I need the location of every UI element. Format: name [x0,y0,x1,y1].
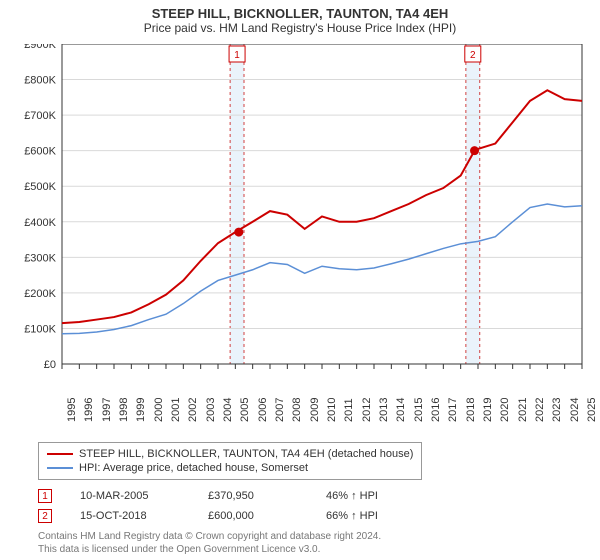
x-tick-label: 2010 [326,398,338,422]
line-chart: £0 £100K £200K £300K £400K £500K £600K £700K £80… [10,44,590,384]
x-tick-label: 2007 [274,398,286,422]
chart-subtitle: Price paid vs. HM Land Registry's House … [0,21,600,39]
x-tick-label: 2022 [534,398,546,422]
svg-text:2: 2 [470,50,476,61]
x-tick-label: 2021 [517,398,529,422]
svg-text:£100K: £100K [24,323,56,335]
legend-label: STEEP HILL, BICKNOLLER, TAUNTON, TA4 4EH… [79,448,413,460]
svg-text:£500K: £500K [24,181,56,193]
sale-delta: 66% ↑ HPI [326,510,378,522]
sales-table: 1 10-MAR-2005 £370,950 46% ↑ HPI 2 15-OCT-201… [38,486,378,526]
x-tick-label: 2018 [465,398,477,422]
x-tick-label: 2004 [222,398,234,422]
x-tick-label: 2014 [395,398,407,422]
x-tick-label: 1997 [101,398,113,422]
sale-row: 1 10-MAR-2005 £370,950 46% ↑ HPI [38,486,378,506]
chart-title: STEEP HILL, BICKNOLLER, TAUNTON, TA4 4EH [0,0,600,21]
legend-row: HPI: Average price, detached house, Some… [47,461,413,475]
x-tick-label: 1996 [83,398,95,422]
svg-text:£600K: £600K [24,146,56,158]
x-tick-label: 2011 [343,398,355,422]
x-tick-label: 2000 [153,398,165,422]
sale-price: £600,000 [208,510,298,522]
x-tick-label: 2008 [291,398,303,422]
x-tick-label: 1999 [135,398,147,422]
legend-label: HPI: Average price, detached house, Some… [79,462,308,474]
x-tick-label: 2016 [430,398,442,422]
svg-text:£200K: £200K [24,288,56,300]
sale-price: £370,950 [208,490,298,502]
svg-text:1: 1 [234,50,240,61]
x-tick-label: 2005 [239,398,251,422]
svg-text:£900K: £900K [24,44,56,51]
sale-delta: 46% ↑ HPI [326,490,378,502]
svg-text:£300K: £300K [24,252,56,264]
x-tick-label: 2001 [170,398,182,422]
legend-row: STEEP HILL, BICKNOLLER, TAUNTON, TA4 4EH… [47,447,413,461]
x-tick-label: 2023 [551,398,563,422]
x-tick-label: 2015 [413,398,425,422]
sale-date: 10-MAR-2005 [80,490,180,502]
x-axis-labels: 1995 1996 1997 1998 1999 2000 2001 2002 2003 2004… [10,386,590,446]
svg-text:£0: £0 [44,359,56,371]
x-tick-label: 2006 [257,398,269,422]
footer-line: This data is licensed under the Open Gov… [38,543,381,556]
x-tick-label: 2020 [499,398,511,422]
x-tick-label: 2025 [586,398,598,422]
x-tick-label: 2012 [361,398,373,422]
x-tick-label: 2009 [309,398,321,422]
sale-row: 2 15-OCT-2018 £600,000 66% ↑ HPI [38,506,378,526]
x-tick-label: 2017 [447,398,459,422]
chart-container: STEEP HILL, BICKNOLLER, TAUNTON, TA4 4EH… [0,0,600,560]
legend: STEEP HILL, BICKNOLLER, TAUNTON, TA4 4EH… [38,442,422,480]
x-tick-label: 2003 [205,398,217,422]
x-tick-label: 2019 [482,398,494,422]
sale-marker-icon: 1 [38,489,52,503]
x-tick-label: 1998 [118,398,130,422]
x-tick-label: 2002 [187,398,199,422]
footer: Contains HM Land Registry data © Crown c… [38,530,381,556]
x-tick-label: 2013 [378,398,390,422]
x-tick-label: 1995 [66,398,78,422]
x-tick-label: 2024 [569,398,581,422]
legend-swatch [47,467,73,469]
sale-marker-icon: 2 [38,509,52,523]
legend-swatch [47,453,73,455]
footer-line: Contains HM Land Registry data © Crown c… [38,530,381,543]
chart-area: £0 £100K £200K £300K £400K £500K £600K £700K £80… [10,44,590,384]
sale-date: 15-OCT-2018 [80,510,180,522]
svg-text:£800K: £800K [24,75,56,87]
svg-text:£700K: £700K [24,110,56,122]
svg-text:£400K: £400K [24,217,56,229]
